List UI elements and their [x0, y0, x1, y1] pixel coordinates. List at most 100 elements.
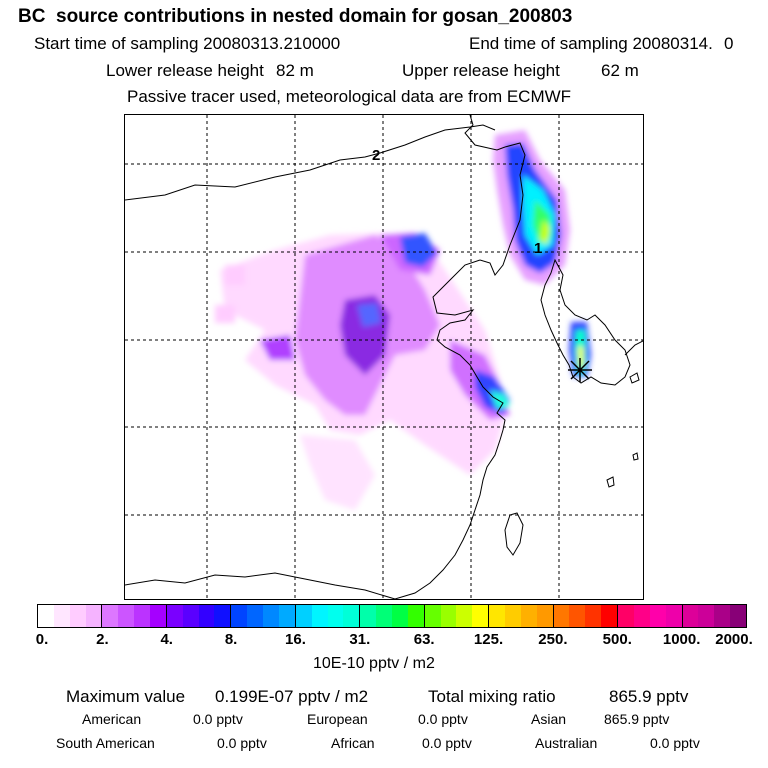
colorbar-tick-label: 8.	[224, 631, 238, 648]
colorbar-swatch	[553, 605, 570, 627]
colorbar-segment	[488, 605, 553, 627]
colorbar-swatch	[38, 605, 54, 627]
coast-taiwan	[504, 512, 524, 556]
colorbar-swatch	[85, 605, 102, 627]
colorbar-swatch	[585, 605, 602, 627]
colorbar-swatch	[649, 605, 666, 627]
colorbar-swatch	[489, 605, 506, 627]
colorbar-swatch	[278, 605, 295, 627]
colorbar-swatch	[698, 605, 715, 627]
european-value: 0.0 pptv	[418, 711, 468, 727]
colorbar-segment	[552, 605, 618, 627]
colorbar-swatch	[601, 605, 618, 627]
plume-ne-yellow	[540, 220, 550, 245]
plume-high-north	[400, 233, 437, 267]
colorbar-segment	[38, 605, 102, 627]
plume-low-patch-2	[225, 265, 245, 285]
colorbar-swatch	[618, 605, 634, 627]
plot-title: BC source contributions in nested domain…	[18, 6, 573, 27]
colorbar-swatch	[102, 605, 119, 627]
coast-shanghai	[394, 429, 504, 599]
plume-peak-east	[490, 390, 510, 409]
colorbar-segment	[681, 605, 746, 627]
island-japan-3	[632, 452, 639, 461]
map-canvas: 2 1	[125, 115, 643, 599]
end-time-value: 0	[724, 34, 734, 53]
colorbar-swatch	[343, 605, 360, 627]
colorbar-tick-label: 500.	[602, 631, 632, 648]
asian-value: 865.9 pptv	[604, 711, 670, 727]
african-value: 0.0 pptv	[422, 735, 472, 751]
colorbar-tick-label: 250.	[538, 631, 568, 648]
colorbar-swatch	[214, 605, 231, 627]
lower-release-value: 82 m	[276, 61, 314, 80]
colorbar-segment	[230, 605, 295, 627]
max-value: 0.199E-07 pptv / m2	[215, 687, 369, 706]
colorbar-swatch	[665, 605, 682, 627]
plume-low-patch-3	[215, 305, 235, 323]
colorbar-swatch	[311, 605, 328, 627]
colorbar-swatch	[360, 605, 377, 627]
colorbar-swatch	[231, 605, 248, 627]
max-label: Maximum value	[66, 687, 186, 706]
total-label: Total mixing ratio	[428, 687, 556, 706]
asian-label: Asian	[531, 711, 567, 727]
end-time-label: End time of sampling 20080314.	[469, 34, 713, 53]
border-north	[125, 124, 496, 201]
south-american-value: 0.0 pptv	[217, 735, 267, 751]
colorbar-tick-label: 2000.	[715, 631, 753, 648]
colorbar-tick-label: 16.	[285, 631, 306, 648]
graticule	[125, 115, 643, 599]
plume-low-patch	[300, 435, 375, 510]
colorbar-swatch	[440, 605, 457, 627]
colorbar-segment	[617, 605, 682, 627]
colorbar-tick-label: 4.	[160, 631, 173, 648]
source-label-1: 1	[534, 240, 542, 257]
south-american-label: South American	[56, 735, 155, 751]
coast-bohai	[432, 259, 506, 431]
colorbar-segment	[294, 605, 360, 627]
colorbar-segment	[359, 605, 424, 627]
lower-release-label: Lower release height	[106, 61, 264, 80]
colorbar-tick-label: 125.	[473, 631, 504, 648]
colorbar-swatch	[714, 605, 731, 627]
upper-release-label: Upper release height	[402, 61, 560, 80]
colorbar-swatch	[536, 605, 553, 627]
colorbar-swatch	[376, 605, 392, 627]
colorbar-swatch	[682, 605, 699, 627]
start-time-label: Start time of sampling 20080313.210000	[34, 34, 341, 53]
colorbar-swatch	[424, 605, 441, 627]
star-icon	[568, 358, 592, 382]
colorbar-swatch	[407, 605, 424, 627]
map-panel: 2 1	[124, 114, 644, 600]
european-label: European	[307, 711, 368, 727]
coast-korea	[540, 258, 631, 386]
colorbar-swatch	[391, 605, 408, 627]
island-japan-4	[606, 476, 615, 488]
african-label: African	[331, 735, 375, 751]
american-value: 0.0 pptv	[193, 711, 243, 727]
colorbar-swatch	[327, 605, 344, 627]
colorbar-tick-label: 63.	[413, 631, 435, 648]
colorbar-swatch	[520, 605, 537, 627]
colorbar-swatch	[118, 605, 135, 627]
coastlines	[125, 115, 643, 599]
upper-release-value: 62 m	[601, 61, 639, 80]
colorbar-swatch	[472, 605, 489, 627]
colorbar-swatch	[505, 605, 521, 627]
plume-mid-west	[260, 335, 295, 360]
colorbar-swatch	[730, 605, 746, 627]
island-japan-1	[624, 340, 643, 356]
colorbar	[37, 604, 747, 628]
colorbar-segment	[101, 605, 166, 627]
colorbar-tick-label: 31.	[349, 631, 371, 648]
source-label-2: 2	[372, 147, 380, 164]
island-japan-2	[629, 372, 640, 384]
colorbar-swatch	[166, 605, 183, 627]
border-southwest	[125, 572, 396, 599]
colorbar-tick-label: 1000.	[662, 631, 701, 648]
american-label: American	[82, 711, 142, 727]
colorbar-swatch	[182, 605, 199, 627]
australian-label: Australian	[535, 735, 598, 751]
colorbar-segment	[165, 605, 231, 627]
